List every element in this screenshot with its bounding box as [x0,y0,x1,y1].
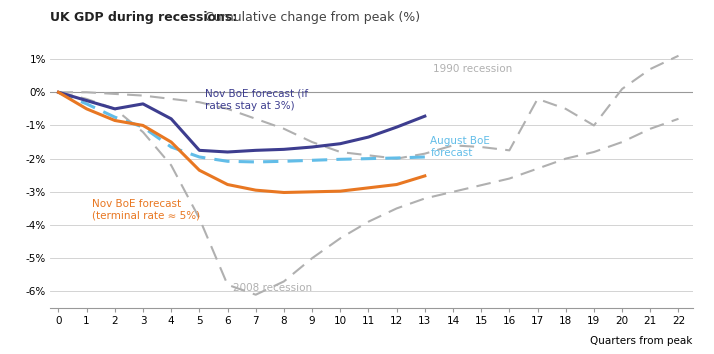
Text: Quarters from peak: Quarters from peak [590,336,693,346]
Text: August BoE
forecast: August BoE forecast [431,136,491,158]
Text: Cumulative change from peak (%): Cumulative change from peak (%) [201,11,420,24]
Text: 2008 recession: 2008 recession [233,283,312,293]
Text: UK GDP during recessions:: UK GDP during recessions: [50,11,237,24]
Text: Nov BoE forecast
(terminal rate ≈ 5%): Nov BoE forecast (terminal rate ≈ 5%) [92,199,201,221]
Text: 1990 recession: 1990 recession [433,64,513,74]
Text: Nov BoE forecast (if
rates stay at 3%): Nov BoE forecast (if rates stay at 3%) [205,89,308,110]
